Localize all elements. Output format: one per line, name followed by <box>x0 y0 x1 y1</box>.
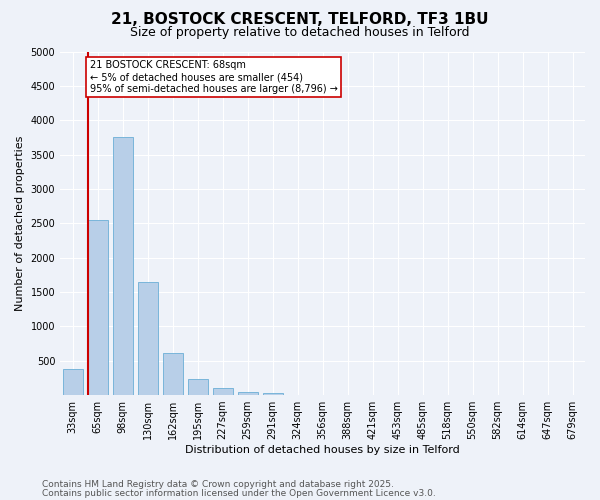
Bar <box>113 136 133 395</box>
Bar <box>212 388 233 395</box>
Text: Contains public sector information licensed under the Open Government Licence v3: Contains public sector information licen… <box>42 488 436 498</box>
Bar <box>263 393 283 395</box>
Bar <box>88 220 107 395</box>
Bar <box>188 380 208 395</box>
X-axis label: Distribution of detached houses by size in Telford: Distribution of detached houses by size … <box>185 445 460 455</box>
Text: 21 BOSTOCK CRESCENT: 68sqm
← 5% of detached houses are smaller (454)
95% of semi: 21 BOSTOCK CRESCENT: 68sqm ← 5% of detac… <box>89 60 338 94</box>
Text: Contains HM Land Registry data © Crown copyright and database right 2025.: Contains HM Land Registry data © Crown c… <box>42 480 394 489</box>
Text: 21, BOSTOCK CRESCENT, TELFORD, TF3 1BU: 21, BOSTOCK CRESCENT, TELFORD, TF3 1BU <box>111 12 489 28</box>
Text: Size of property relative to detached houses in Telford: Size of property relative to detached ho… <box>130 26 470 39</box>
Bar <box>137 282 158 395</box>
Bar <box>163 353 182 395</box>
Bar <box>238 392 257 395</box>
Y-axis label: Number of detached properties: Number of detached properties <box>15 136 25 311</box>
Bar <box>62 370 83 395</box>
